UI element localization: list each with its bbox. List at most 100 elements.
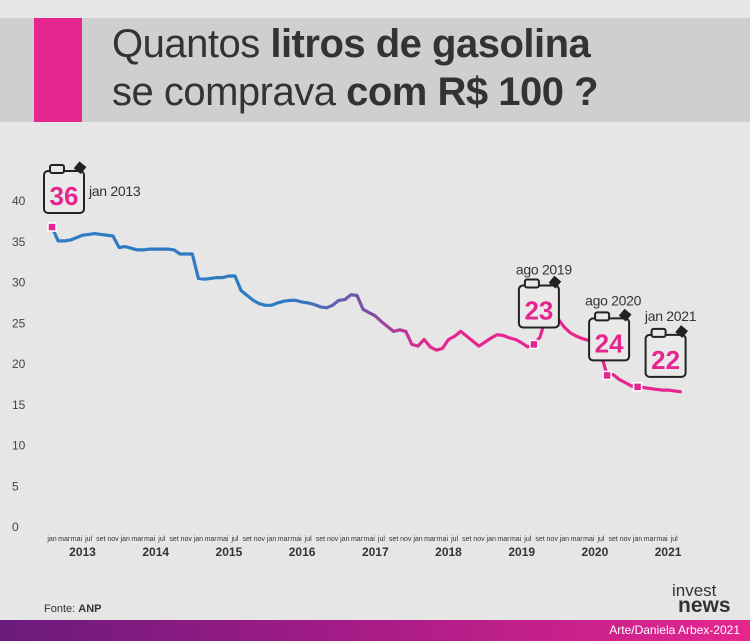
y-tick-label: 25	[12, 316, 26, 330]
title-accent-bar	[34, 18, 82, 122]
title-part-3: se comprava	[112, 70, 347, 114]
x-tick-month-label: nov	[107, 536, 119, 543]
x-tick-month-label: jan	[412, 536, 422, 543]
x-tick-month-label: jul	[84, 536, 92, 543]
y-tick-label: 5	[12, 479, 19, 493]
x-tick-month-label: jul	[377, 536, 385, 543]
x-tick-month-label: jul	[596, 536, 604, 543]
source-value: ANP	[78, 603, 102, 615]
x-tick-month-label: jul	[157, 536, 165, 543]
x-tick-month-label: mar	[497, 536, 510, 543]
source-label: Fonte:	[44, 603, 79, 615]
x-tick-month-label: nov	[547, 536, 559, 543]
fuel-can-handle-icon	[594, 311, 611, 322]
footer-bar: Arte/Daniela Arbex-2021	[0, 620, 750, 641]
x-tick-month-label: nov	[327, 536, 339, 543]
annotation-label: jan 2021	[644, 308, 697, 324]
y-tick-label: 40	[12, 194, 26, 208]
annotation-label: jan 2013	[88, 183, 141, 199]
y-tick-label: 10	[12, 439, 26, 453]
fuel-can-handle-icon	[650, 327, 667, 338]
fuel-can-spout-icon	[548, 275, 562, 289]
x-tick-year-label: 2014	[142, 545, 169, 559]
x-tick-year-label: 2021	[655, 545, 682, 559]
x-tick-month-label: nov	[620, 536, 632, 543]
x-tick-month-label: nov	[400, 536, 412, 543]
x-tick-month-label: set	[462, 536, 471, 543]
x-tick-year-label: 2019	[508, 545, 535, 559]
x-tick-month-label: mar	[58, 536, 71, 543]
x-tick-month-label: mai	[290, 536, 302, 543]
x-tick-month-label: set	[609, 536, 618, 543]
y-tick-label: 15	[12, 398, 26, 412]
title-part-2: litros de gasolina	[270, 22, 591, 66]
x-tick-month-label: mar	[351, 536, 364, 543]
title-banner	[0, 18, 750, 122]
x-tick-year-label: 2018	[435, 545, 462, 559]
annotation-point	[632, 382, 643, 392]
annotation-label: ago 2019	[516, 261, 573, 277]
x-tick-month-label: nov	[181, 536, 193, 543]
x-tick-month-label: mar	[424, 536, 437, 543]
x-tick-month-label: mar	[131, 536, 144, 543]
title-part-1: Quantos	[112, 22, 271, 66]
logo-text-news: news	[678, 593, 731, 617]
fuel-can-spout-icon	[618, 308, 632, 322]
y-tick-label: 30	[12, 276, 26, 290]
x-tick-year-label: 2017	[362, 545, 389, 559]
x-tick-month-label: mai	[437, 536, 449, 543]
x-tick-month-label: jul	[450, 536, 458, 543]
x-tick-month-label: mai	[144, 536, 156, 543]
x-tick-year-label: 2013	[69, 545, 96, 559]
x-tick-month-label: jan	[559, 536, 569, 543]
annotation-value: 22	[651, 345, 680, 375]
x-tick-month-label: set	[96, 536, 105, 543]
title-part-4: com R$ 100 ?	[346, 70, 598, 114]
x-tick-month-label: mar	[644, 536, 657, 543]
x-tick-month-label: mai	[217, 536, 229, 543]
x-tick-month-label: jan	[339, 536, 349, 543]
x-tick-month-label: mar	[278, 536, 291, 543]
x-tick-month-label: nov	[473, 536, 485, 543]
x-tick-month-label: jan	[486, 536, 496, 543]
x-tick-month-label: mai	[71, 536, 83, 543]
y-tick-label: 35	[12, 235, 26, 249]
logo-text-invest: invest	[672, 581, 717, 600]
fuel-can-handle-icon	[523, 278, 540, 289]
credit-text: Arte/Daniela Arbex-2021	[609, 623, 740, 637]
investnews-logo: invest news	[672, 581, 746, 622]
x-tick-month-label: jan	[266, 536, 276, 543]
x-tick-month-label: mai	[583, 536, 595, 543]
chart-title-line-2: se comprava com R$ 100 ?	[112, 70, 598, 115]
x-tick-month-label: mai	[510, 536, 522, 543]
chart-title-line-1: Quantos litros de gasolina	[112, 22, 591, 67]
x-tick-month-label: jul	[523, 536, 531, 543]
x-tick-month-label: set	[316, 536, 325, 543]
x-tick-month-label: jan	[120, 536, 130, 543]
annotation-value: 23	[524, 295, 553, 325]
annotation-value: 24	[595, 328, 624, 358]
y-tick-label: 20	[12, 357, 26, 371]
x-tick-month-label: mai	[364, 536, 376, 543]
x-tick-year-label: 2015	[216, 545, 243, 559]
annotation-label: ago 2020	[585, 292, 642, 308]
x-tick-month-label: jan	[193, 536, 203, 543]
x-tick-month-label: set	[169, 536, 178, 543]
fuel-can-handle-icon	[49, 164, 65, 174]
x-tick-year-label: 2016	[289, 545, 316, 559]
x-tick-month-label: jul	[230, 536, 238, 543]
x-tick-year-label: 2020	[582, 545, 609, 559]
x-tick-month-label: mai	[656, 536, 668, 543]
x-tick-month-label: set	[535, 536, 544, 543]
x-tick-month-label: jul	[304, 536, 312, 543]
annotation-point	[529, 339, 539, 350]
x-tick-month-label: nov	[254, 536, 266, 543]
fuel-can-spout-icon	[675, 325, 689, 338]
x-tick-month-label: jan	[46, 536, 56, 543]
x-tick-month-label: set	[389, 536, 398, 543]
annotation-value: 36	[50, 181, 79, 211]
annotation-point	[602, 370, 612, 381]
series-line	[50, 225, 682, 394]
x-tick-month-label: jan	[632, 536, 642, 543]
